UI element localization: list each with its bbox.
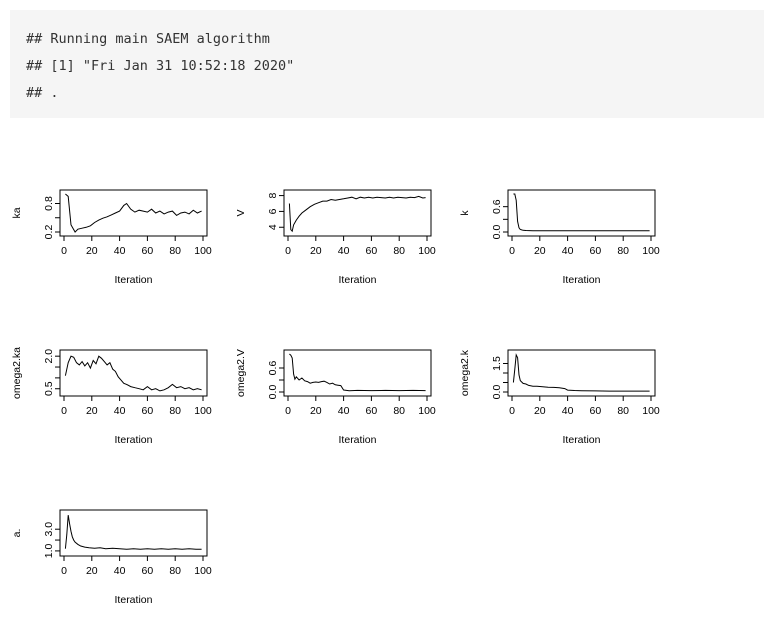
x-tick-label: 100 — [642, 405, 660, 417]
console-output: ## Running main SAEM algorithm ## [1] "F… — [10, 10, 764, 118]
series-line — [64, 515, 202, 550]
x-tick-label: 60 — [590, 405, 602, 417]
x-tick-label: 100 — [418, 405, 436, 417]
x-tick-label: 0 — [285, 245, 291, 257]
x-tick-label: 0 — [509, 245, 515, 257]
plot-frame — [283, 349, 432, 397]
x-tick-label: 100 — [194, 405, 212, 417]
x-tick-label: 80 — [169, 405, 181, 417]
x-tick-label: 40 — [114, 245, 126, 257]
x-axis-label: Iteration — [339, 274, 377, 286]
y-tick-label: 0.5 — [43, 381, 55, 396]
x-axis-label: Iteration — [115, 274, 153, 286]
x-tick-label: 20 — [86, 405, 98, 417]
panel-a-: 0 20 40 60 80 100 1.0 3.0 Iteration a. — [11, 509, 212, 606]
panel-k: 0 20 40 60 80 100 0.0 0.6 Iteration k — [459, 189, 660, 286]
x-tick-label: 20 — [86, 565, 98, 577]
x-tick-label: 40 — [562, 405, 574, 417]
x-tick-label: 20 — [310, 405, 322, 417]
x-tick-label: 60 — [366, 405, 378, 417]
x-tick-label: 80 — [617, 405, 629, 417]
y-tick-label: 0.6 — [491, 199, 503, 214]
x-tick-label: 40 — [562, 245, 574, 257]
x-tick-label: 80 — [617, 245, 629, 257]
x-tick-label: 60 — [590, 245, 602, 257]
x-tick-label: 60 — [142, 245, 154, 257]
series-line — [288, 195, 426, 233]
x-tick-label: 60 — [142, 405, 154, 417]
y-axis-label: a. — [11, 529, 23, 538]
y-tick-label: 2.0 — [43, 349, 55, 364]
x-tick-label: 0 — [509, 405, 515, 417]
series-line — [512, 353, 650, 392]
plot-frame — [283, 189, 432, 237]
x-tick-label: 40 — [114, 405, 126, 417]
x-tick-label: 20 — [86, 245, 98, 257]
x-tick-label: 60 — [142, 565, 154, 577]
x-tick-label: 0 — [61, 405, 67, 417]
y-tick-label: 8 — [267, 193, 279, 199]
plot-frame — [59, 349, 208, 397]
x-tick-label: 40 — [338, 405, 350, 417]
plot-frame — [507, 349, 656, 397]
x-tick-label: 100 — [418, 245, 436, 257]
plot-frame — [59, 509, 208, 557]
x-tick-label: 80 — [169, 245, 181, 257]
y-axis-label: omega2.ka — [11, 347, 23, 399]
y-tick-label: 0.6 — [267, 361, 279, 376]
series-line — [65, 193, 202, 233]
x-tick-label: 20 — [534, 245, 546, 257]
plot-frame — [59, 189, 208, 237]
x-axis-label: Iteration — [115, 594, 153, 606]
x-axis-label: Iteration — [115, 434, 153, 446]
x-tick-label: 100 — [194, 565, 212, 577]
x-axis-label: Iteration — [339, 434, 377, 446]
x-tick-label: 60 — [366, 245, 378, 257]
console-line: ## Running main SAEM algorithm — [26, 31, 270, 47]
y-tick-label: 1.5 — [491, 356, 503, 371]
y-tick-label: 0.0 — [491, 225, 503, 240]
x-tick-label: 100 — [642, 245, 660, 257]
y-tick-label: 1.0 — [43, 543, 55, 558]
panel-omega2-ka: 0 20 40 60 80 100 0.5 2.0 Iteration omega2.ka — [11, 347, 212, 446]
console-line: ## [1] "Fri Jan 31 10:52:18 2020" — [26, 58, 295, 74]
x-tick-label: 0 — [61, 245, 67, 257]
y-axis-label: k — [459, 210, 471, 216]
x-tick-label: 40 — [114, 565, 126, 577]
console-line: ## . — [26, 85, 59, 101]
y-tick-label: 0.0 — [491, 385, 503, 400]
y-tick-label: 4 — [267, 224, 279, 230]
x-axis-label: Iteration — [563, 274, 601, 286]
y-axis-label: omega2.k — [459, 349, 471, 396]
x-tick-label: 80 — [393, 245, 405, 257]
y-tick-label: 0.8 — [43, 196, 55, 211]
x-tick-label: 100 — [194, 245, 212, 257]
y-axis-label: V — [235, 209, 247, 216]
x-tick-label: 0 — [61, 565, 67, 577]
panel-omega2-k: 0 20 40 60 80 100 0.0 1.5 Iteration omega2.k — [459, 349, 660, 446]
y-tick-label: 3.0 — [43, 522, 55, 537]
series-line — [289, 353, 426, 392]
panel-V: 0 20 40 60 80 100 4 6 8 Iteration V — [235, 189, 436, 286]
panel-ka: 0 20 40 60 80 100 0.2 0.8 Iteration ka — [11, 189, 212, 286]
series-line — [64, 355, 202, 392]
y-axis-label: omega2.V — [235, 349, 247, 397]
x-axis-label: Iteration — [563, 434, 601, 446]
x-tick-label: 80 — [393, 405, 405, 417]
y-tick-label: 0.2 — [43, 225, 55, 240]
x-tick-label: 0 — [285, 405, 291, 417]
y-axis-label: ka — [11, 207, 23, 218]
panel-omega2-V: 0 20 40 60 80 100 0.0 0.6 Iteration omega2.V — [235, 349, 436, 446]
y-tick-label: 6 — [267, 208, 279, 214]
y-tick-label: 0.0 — [267, 385, 279, 400]
plot-frame — [507, 189, 656, 237]
x-tick-label: 20 — [534, 405, 546, 417]
x-tick-label: 20 — [310, 245, 322, 257]
x-tick-label: 40 — [338, 245, 350, 257]
x-tick-label: 80 — [169, 565, 181, 577]
series-line — [513, 193, 650, 232]
